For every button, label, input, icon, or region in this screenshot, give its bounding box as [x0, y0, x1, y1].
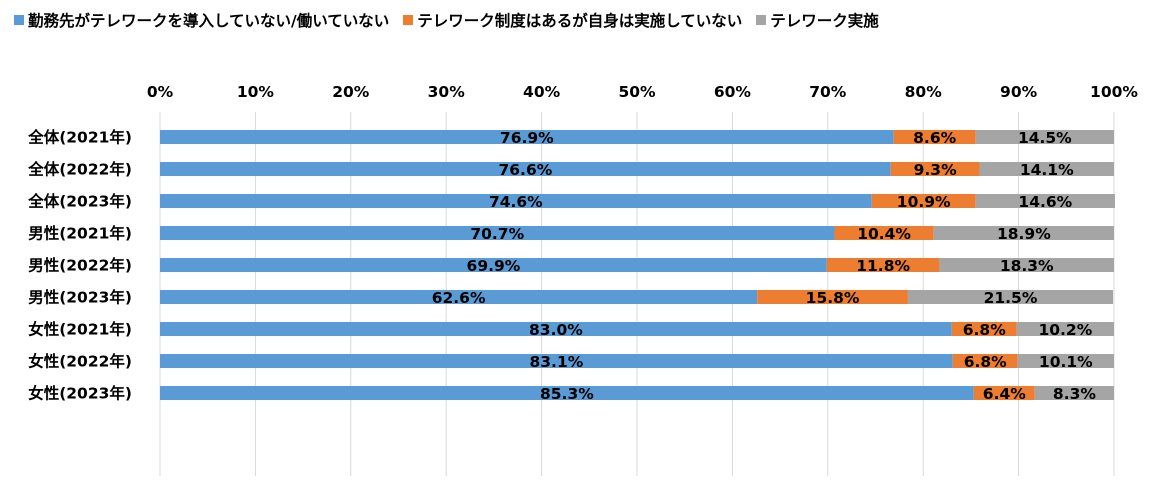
- data-label: 18.3%: [1000, 257, 1054, 275]
- category-label: 女性(2022年): [28, 352, 132, 371]
- bar-segment: [160, 162, 891, 176]
- data-label: 14.1%: [1020, 161, 1074, 179]
- category-label: 男性(2021年): [28, 224, 132, 243]
- legend-label-telework: テレワーク実施: [770, 12, 879, 30]
- data-label: 10.2%: [1038, 321, 1092, 339]
- legend-swatch-orange: [403, 15, 414, 25]
- data-label: 85.3%: [540, 385, 594, 403]
- data-label: 10.1%: [1039, 353, 1093, 371]
- category-label: 男性(2022年): [28, 256, 132, 275]
- x-tick-label: 20%: [332, 83, 370, 101]
- bar-segment: [160, 194, 872, 208]
- legend-item-not-introduced: 勤務先がテレワークを導入していない/働いていない: [14, 9, 389, 31]
- bar-segment: [952, 354, 1018, 368]
- x-tick-label: 100%: [1090, 83, 1138, 101]
- bar-segment: [1017, 354, 1114, 368]
- bar-segment: [160, 354, 953, 368]
- data-label: 8.6%: [913, 129, 956, 147]
- legend-swatch-gray: [756, 15, 767, 25]
- category-label: 女性(2023年): [28, 384, 132, 403]
- bar-segment: [160, 130, 894, 144]
- bar-segment: [975, 194, 1115, 208]
- bar-segment: [160, 386, 974, 400]
- bar-segment: [979, 162, 1114, 176]
- data-label: 14.5%: [1018, 129, 1072, 147]
- bar-segment: [893, 130, 976, 144]
- x-tick-label: 70%: [809, 83, 847, 101]
- data-label: 70.7%: [470, 225, 524, 243]
- bar-segment: [757, 290, 908, 304]
- bar-segment: [160, 322, 952, 336]
- category-label: 男性(2023年): [28, 288, 132, 307]
- x-axis-ticks: 0% 10% 20% 30% 40% 50% 60% 70% 80% 90% 100%: [147, 83, 1139, 101]
- data-label: 14.6%: [1018, 193, 1072, 211]
- data-label: 83.0%: [529, 321, 583, 339]
- data-label: 76.9%: [500, 129, 554, 147]
- bar-segment: [951, 322, 1017, 336]
- x-tick-label: 40%: [523, 83, 561, 101]
- category-labels: 全体(2021年) 全体(2022年) 全体(2023年) 男性(2021年) 男性(2…: [27, 128, 132, 403]
- bar-segment: [975, 130, 1114, 144]
- data-label: 8.3%: [1053, 385, 1096, 403]
- x-tick-label: 80%: [905, 83, 943, 101]
- x-tick-label: 30%: [428, 83, 466, 101]
- bar-segment: [826, 258, 940, 272]
- data-label: 10.4%: [857, 225, 911, 243]
- legend-label-not-introduced: 勤務先がテレワークを導入していない/働いていない: [28, 12, 390, 30]
- chart-legend: 勤務先がテレワークを導入していない/働いていない テレワーク制度はあるが自身は実…: [14, 9, 893, 31]
- x-tick-label: 10%: [237, 83, 275, 101]
- bar-segment: [1034, 386, 1114, 400]
- bar-segment: [933, 226, 1114, 240]
- bar-segment: [1016, 322, 1114, 336]
- bar-segment: [907, 290, 1114, 304]
- data-label: 11.8%: [856, 257, 910, 275]
- data-label: 21.5%: [984, 289, 1038, 307]
- bar-segment: [160, 226, 835, 240]
- x-tick-label: 60%: [714, 83, 752, 101]
- category-label: 全体(2021年): [27, 128, 132, 147]
- category-label: 女性(2021年): [28, 320, 132, 339]
- data-label: 6.4%: [983, 385, 1026, 403]
- bar-segment: [890, 162, 980, 176]
- bar-segment: [871, 194, 976, 208]
- data-label: 6.8%: [963, 321, 1006, 339]
- legend-item-telework: テレワーク実施: [756, 9, 879, 31]
- data-label: 18.9%: [997, 225, 1051, 243]
- bar-segment: [160, 258, 827, 272]
- x-tick-label: 0%: [147, 83, 174, 101]
- data-label: 62.6%: [432, 289, 486, 307]
- data-label: 9.3%: [914, 161, 957, 179]
- data-label: 69.9%: [467, 257, 521, 275]
- x-tick-label: 50%: [618, 83, 656, 101]
- bar-segment: [160, 290, 758, 304]
- bar-segment: [973, 386, 1035, 400]
- bars: [160, 130, 1115, 400]
- legend-item-not-practicing: テレワーク制度はあるが自身は実施していない: [403, 9, 742, 31]
- legend-swatch-blue: [14, 15, 24, 25]
- category-label: 全体(2022年): [27, 160, 132, 179]
- data-labels: 76.9% 8.6% 14.5% 76.6% 9.3% 14.1% 74.6% 10.9% 14…: [432, 129, 1097, 403]
- data-label: 10.9%: [897, 193, 951, 211]
- category-label: 全体(2023年): [27, 192, 132, 211]
- bar-segment: [939, 258, 1114, 272]
- data-label: 76.6%: [498, 161, 552, 179]
- x-tick-label: 90%: [1000, 83, 1038, 101]
- legend-label-not-practicing: テレワーク制度はあるが自身は実施していない: [417, 12, 743, 30]
- data-label: 74.6%: [489, 193, 543, 211]
- data-label: 83.1%: [529, 353, 583, 371]
- bar-segment: [834, 226, 934, 240]
- data-label: 15.8%: [806, 289, 860, 307]
- data-label: 6.8%: [964, 353, 1007, 371]
